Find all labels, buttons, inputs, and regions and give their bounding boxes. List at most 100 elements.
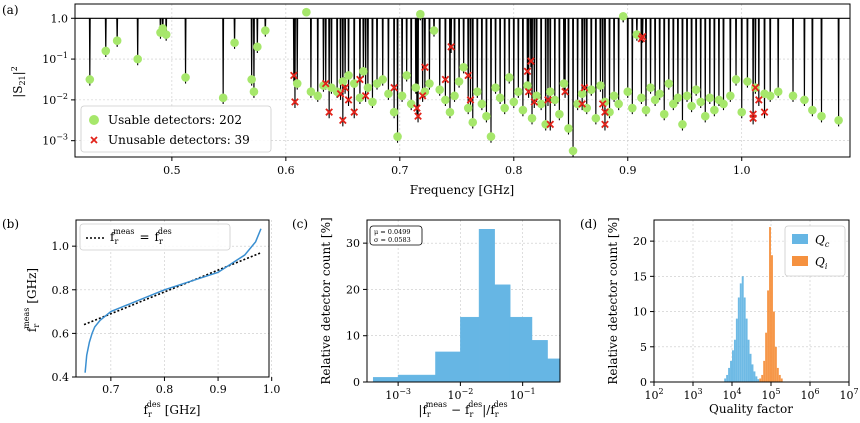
legend-usable-label: Usable detectors: 202 xyxy=(108,113,242,127)
a-xtick-label: 0.8 xyxy=(505,164,523,177)
legend-qi-swatch xyxy=(792,256,808,266)
unusable-detector-point xyxy=(418,91,427,100)
d-bar-qi xyxy=(774,346,777,382)
usable-detector-point xyxy=(518,105,528,115)
panel-d-x-ticks: 102 103 104 105 106 107 xyxy=(644,382,859,402)
panel-d-ylabel: Relative detector count [%] xyxy=(606,217,620,384)
panel-a-legend: Usable detectors: 202 Unusable detectors… xyxy=(80,105,272,153)
panel-b-ylabel: frmeas[GHz] xyxy=(22,268,41,332)
legend-usable-marker xyxy=(89,115,99,125)
usable-detector-point xyxy=(834,115,843,125)
usable-detector-point xyxy=(719,99,728,109)
unusable-detector-point xyxy=(325,108,333,116)
b-ytick-label: 1.0 xyxy=(52,240,70,253)
usable-detector-point xyxy=(161,30,171,39)
panel-c-y-ticks: 0 10 20 30 xyxy=(346,237,367,389)
usable-detector-point xyxy=(637,93,646,103)
usable-detector-point xyxy=(230,38,239,48)
panel-d-bars xyxy=(724,227,783,382)
usable-detector-point xyxy=(435,85,445,94)
d-bar-qi xyxy=(771,255,773,382)
a-xtick-label: 0.6 xyxy=(277,164,295,177)
unusable-detector-point xyxy=(601,108,609,116)
d-ytick-label: 20 xyxy=(633,235,647,248)
usable-detector-point xyxy=(532,91,541,101)
usable-detector-point xyxy=(696,97,705,107)
usable-detector-point xyxy=(253,42,262,52)
unusable-detector-point xyxy=(530,98,539,106)
a-ytick-label: 1.0 xyxy=(51,12,69,25)
panel-b-label: (b) xyxy=(2,217,19,231)
d-bar-qc xyxy=(749,353,752,382)
usable-detector-point xyxy=(411,83,421,92)
d-bar-qc xyxy=(755,376,758,382)
d-bar-qc xyxy=(737,297,740,382)
usable-detector-point xyxy=(495,93,505,103)
d-bar-qc xyxy=(730,360,732,382)
unusable-detector-point xyxy=(421,63,429,72)
unusable-detector-point xyxy=(561,87,569,96)
unusable-detector-point xyxy=(754,96,763,104)
unusable-detector-point xyxy=(601,120,609,129)
usable-detector-point xyxy=(678,120,687,129)
d-bar-qc xyxy=(743,297,746,382)
usable-detector-point xyxy=(384,89,393,99)
d-bar-qc xyxy=(733,339,736,382)
unusable-detector-point xyxy=(598,100,607,108)
panel-a-points xyxy=(85,7,843,156)
d-bar-qc xyxy=(757,379,760,382)
d-bar-qi xyxy=(767,290,770,382)
panel-b-frame xyxy=(75,219,270,378)
unusable-detector-point xyxy=(336,89,345,98)
a-ytick-label: 10−1 xyxy=(42,51,68,66)
panel-d-label: (d) xyxy=(580,217,597,231)
unusable-detector-point xyxy=(441,75,450,84)
usable-detector-point xyxy=(731,75,741,84)
usable-detector-point xyxy=(614,99,623,109)
usable-detector-point xyxy=(641,105,651,115)
c-bar xyxy=(435,351,461,383)
usable-detector-point xyxy=(338,77,348,86)
usable-detector-point xyxy=(500,103,509,113)
unusable-detector-point xyxy=(580,83,589,92)
panel-d-legend: Qc Qi xyxy=(784,225,846,277)
usable-detector-point xyxy=(425,79,434,88)
panel-b: (b) 0.7 0.8 0.9 1.0 0.4 0.6 0.8 1.0 frdes [GHz]… xyxy=(2,217,280,419)
d-xtick-label: 104 xyxy=(722,387,741,402)
usable-detector-point xyxy=(691,85,701,94)
usable-detector-point xyxy=(292,79,302,88)
b-ytick-label: 0.6 xyxy=(52,327,70,340)
d-ytick-label: 5 xyxy=(640,341,647,354)
usable-detector-point xyxy=(800,95,809,105)
usable-detector-point xyxy=(486,132,496,141)
d-bar-qc xyxy=(735,318,738,382)
usable-detector-point xyxy=(605,107,614,117)
a-xtick-label: 0.5 xyxy=(163,164,181,177)
c-ytick-label: 0 xyxy=(353,376,360,389)
usable-detector-point xyxy=(302,7,311,17)
c-bar xyxy=(531,340,548,383)
usable-detector-point xyxy=(389,107,399,117)
usable-detector-point xyxy=(726,91,735,101)
b-xtick-label: 0.7 xyxy=(102,383,120,396)
d-bar-qc xyxy=(732,350,734,382)
c-xtick-label: 10−1 xyxy=(510,387,536,402)
a-s21-line xyxy=(75,17,850,158)
usable-detector-point xyxy=(591,113,601,123)
d-bar-qc xyxy=(726,374,729,382)
d-bar-qc xyxy=(728,367,731,382)
usable-detector-point xyxy=(700,111,710,121)
d-xtick-label: 102 xyxy=(644,387,663,402)
unusable-detector-point xyxy=(413,104,421,112)
usable-detector-point xyxy=(550,95,560,105)
b-ytick-label: 0.8 xyxy=(52,284,70,297)
d-ytick-label: 15 xyxy=(633,270,647,283)
usable-detector-point xyxy=(450,91,459,101)
usable-detector-point xyxy=(765,91,775,101)
c-bar xyxy=(547,358,561,383)
usable-detector-point xyxy=(359,67,368,76)
panel-c-xlabel: |frmeas − frdes|/frdes xyxy=(418,400,507,419)
usable-detector-point xyxy=(705,93,715,103)
usable-detector-point xyxy=(249,87,259,97)
panel-c-x-ticks: 10−3 10−2 10−1 xyxy=(385,382,536,402)
